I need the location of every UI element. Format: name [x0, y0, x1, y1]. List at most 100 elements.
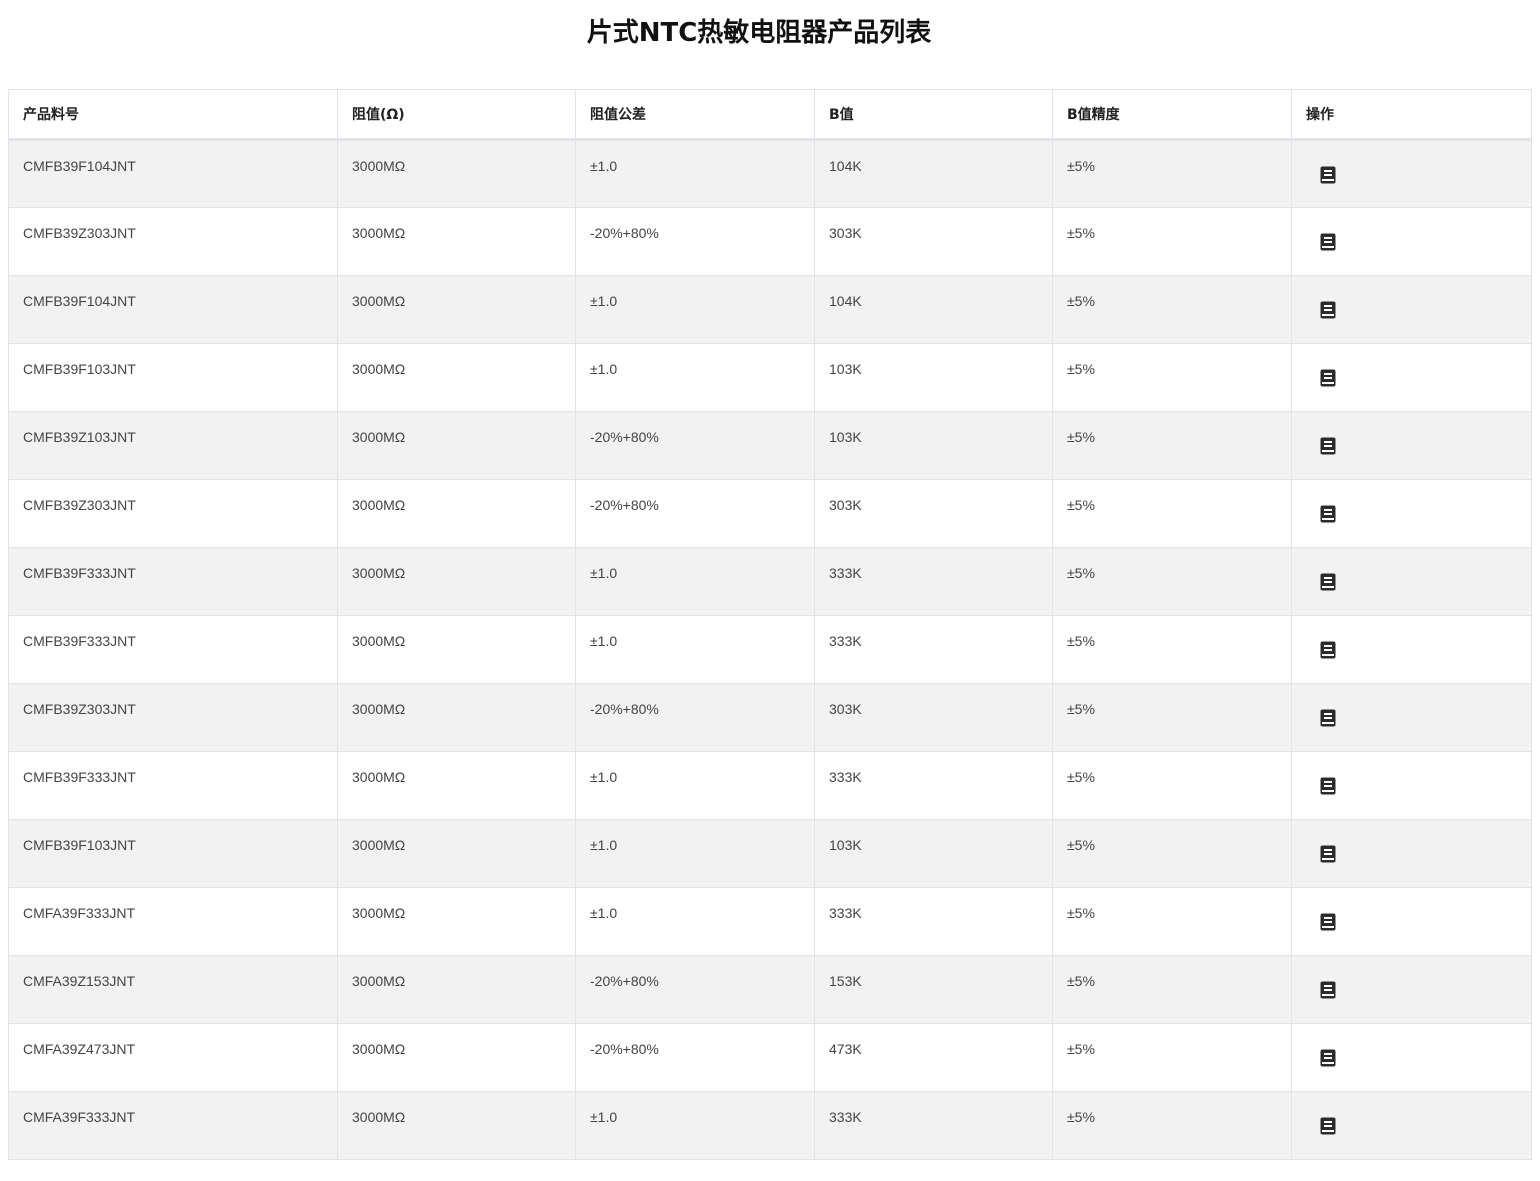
- cell-b-precision: ±5%: [1052, 1023, 1292, 1092]
- table-row: CMFB39F104JNT 3000MΩ ±1.0 104K ±5%: [8, 275, 1532, 344]
- cell-tolerance: ±1.0: [575, 547, 815, 616]
- cell-b-value: 333K: [814, 1091, 1053, 1160]
- book-icon[interactable]: [1320, 913, 1336, 934]
- cell-b-value: 303K: [814, 683, 1053, 752]
- table-row: CMFB39F103JNT 3000MΩ ±1.0 103K ±5%: [8, 343, 1532, 412]
- book-icon[interactable]: [1320, 1049, 1336, 1070]
- cell-resistance: 3000MΩ: [337, 411, 576, 480]
- cell-action: [1291, 207, 1532, 276]
- book-icon[interactable]: [1320, 505, 1336, 526]
- cell-action: [1291, 411, 1532, 480]
- cell-resistance: 3000MΩ: [337, 751, 576, 820]
- cell-b-value: 333K: [814, 887, 1053, 956]
- table-row: CMFB39Z103JNT 3000MΩ -20%+80% 103K ±5%: [8, 411, 1532, 480]
- cell-b-precision: ±5%: [1052, 1091, 1292, 1160]
- cell-tolerance: ±1.0: [575, 139, 815, 208]
- product-table: 产品料号 阻值(Ω) 阻值公差 B值 B值精度 操作 CMFB39F104JNT…: [8, 89, 1532, 1160]
- cell-tolerance: ±1.0: [575, 275, 815, 344]
- cell-part-number: CMFA39Z153JNT: [8, 955, 338, 1024]
- book-icon[interactable]: [1320, 573, 1336, 594]
- cell-b-precision: ±5%: [1052, 955, 1292, 1024]
- column-header-part-number: 产品料号: [8, 89, 338, 141]
- table-row: CMFB39F333JNT 3000MΩ ±1.0 333K ±5%: [8, 547, 1532, 616]
- table-row: CMFB39F333JNT 3000MΩ ±1.0 333K ±5%: [8, 615, 1532, 684]
- table-row: CMFB39F104JNT 3000MΩ ±1.0 104K ±5%: [8, 139, 1532, 208]
- cell-resistance: 3000MΩ: [337, 275, 576, 344]
- table-row: CMFA39Z153JNT 3000MΩ -20%+80% 153K ±5%: [8, 955, 1532, 1024]
- cell-part-number: CMFA39F333JNT: [8, 887, 338, 956]
- book-icon[interactable]: [1320, 1117, 1336, 1138]
- cell-resistance: 3000MΩ: [337, 887, 576, 956]
- cell-part-number: CMFB39F103JNT: [8, 819, 338, 888]
- book-icon[interactable]: [1320, 233, 1336, 254]
- column-header-b-value: B值: [814, 89, 1053, 141]
- book-icon[interactable]: [1320, 641, 1336, 662]
- cell-action: [1291, 343, 1532, 412]
- cell-b-precision: ±5%: [1052, 275, 1292, 344]
- cell-part-number: CMFB39F104JNT: [8, 139, 338, 208]
- cell-b-precision: ±5%: [1052, 207, 1292, 276]
- table-row: CMFB39Z303JNT 3000MΩ -20%+80% 303K ±5%: [8, 207, 1532, 276]
- cell-b-precision: ±5%: [1052, 683, 1292, 752]
- book-icon[interactable]: [1320, 369, 1336, 390]
- cell-resistance: 3000MΩ: [337, 615, 576, 684]
- cell-tolerance: -20%+80%: [575, 955, 815, 1024]
- cell-b-value: 153K: [814, 955, 1053, 1024]
- cell-resistance: 3000MΩ: [337, 207, 576, 276]
- book-icon[interactable]: [1320, 709, 1336, 730]
- cell-resistance: 3000MΩ: [337, 479, 576, 548]
- table-row: CMFA39F333JNT 3000MΩ ±1.0 333K ±5%: [8, 887, 1532, 956]
- cell-b-value: 103K: [814, 411, 1053, 480]
- book-icon[interactable]: [1320, 301, 1336, 322]
- cell-tolerance: -20%+80%: [575, 1023, 815, 1092]
- cell-b-value: 333K: [814, 615, 1053, 684]
- cell-tolerance: -20%+80%: [575, 479, 815, 548]
- cell-resistance: 3000MΩ: [337, 683, 576, 752]
- book-icon[interactable]: [1320, 166, 1336, 187]
- book-icon[interactable]: [1320, 981, 1336, 1002]
- table-row: CMFB39F103JNT 3000MΩ ±1.0 103K ±5%: [8, 819, 1532, 888]
- table-row: CMFB39F333JNT 3000MΩ ±1.0 333K ±5%: [8, 751, 1532, 820]
- cell-action: [1291, 955, 1532, 1024]
- book-icon[interactable]: [1320, 845, 1336, 866]
- cell-part-number: CMFB39F333JNT: [8, 615, 338, 684]
- table-row: CMFB39Z303JNT 3000MΩ -20%+80% 303K ±5%: [8, 683, 1532, 752]
- cell-b-value: 303K: [814, 207, 1053, 276]
- cell-action: [1291, 1091, 1532, 1160]
- cell-b-value: 473K: [814, 1023, 1053, 1092]
- cell-resistance: 3000MΩ: [337, 343, 576, 412]
- cell-part-number: CMFB39Z103JNT: [8, 411, 338, 480]
- cell-b-value: 303K: [814, 479, 1053, 548]
- cell-b-value: 333K: [814, 751, 1053, 820]
- page-title: 片式NTC热敏电阻器产品列表: [586, 18, 932, 48]
- cell-part-number: CMFB39F103JNT: [8, 343, 338, 412]
- cell-b-precision: ±5%: [1052, 139, 1292, 208]
- cell-b-value: 103K: [814, 343, 1053, 412]
- cell-part-number: CMFB39Z303JNT: [8, 683, 338, 752]
- cell-b-value: 103K: [814, 819, 1053, 888]
- table-header-row: 产品料号 阻值(Ω) 阻值公差 B值 B值精度 操作: [8, 89, 1532, 141]
- cell-action: [1291, 683, 1532, 752]
- cell-b-precision: ±5%: [1052, 819, 1292, 888]
- table-row: CMFA39Z473JNT 3000MΩ -20%+80% 473K ±5%: [8, 1023, 1532, 1092]
- book-icon[interactable]: [1320, 437, 1336, 458]
- cell-resistance: 3000MΩ: [337, 1091, 576, 1160]
- cell-b-precision: ±5%: [1052, 615, 1292, 684]
- cell-b-precision: ±5%: [1052, 547, 1292, 616]
- cell-part-number: CMFA39Z473JNT: [8, 1023, 338, 1092]
- cell-tolerance: ±1.0: [575, 1091, 815, 1160]
- column-header-action: 操作: [1291, 89, 1532, 141]
- cell-tolerance: ±1.0: [575, 615, 815, 684]
- cell-tolerance: ±1.0: [575, 343, 815, 412]
- cell-action: [1291, 547, 1532, 616]
- book-icon[interactable]: [1320, 777, 1336, 798]
- cell-action: [1291, 819, 1532, 888]
- cell-part-number: CMFB39F104JNT: [8, 275, 338, 344]
- cell-action: [1291, 887, 1532, 956]
- table-row: CMFA39F333JNT 3000MΩ ±1.0 333K ±5%: [8, 1091, 1532, 1160]
- cell-resistance: 3000MΩ: [337, 955, 576, 1024]
- cell-tolerance: -20%+80%: [575, 411, 815, 480]
- cell-b-value: 104K: [814, 139, 1053, 208]
- cell-part-number: CMFB39Z303JNT: [8, 479, 338, 548]
- cell-action: [1291, 615, 1532, 684]
